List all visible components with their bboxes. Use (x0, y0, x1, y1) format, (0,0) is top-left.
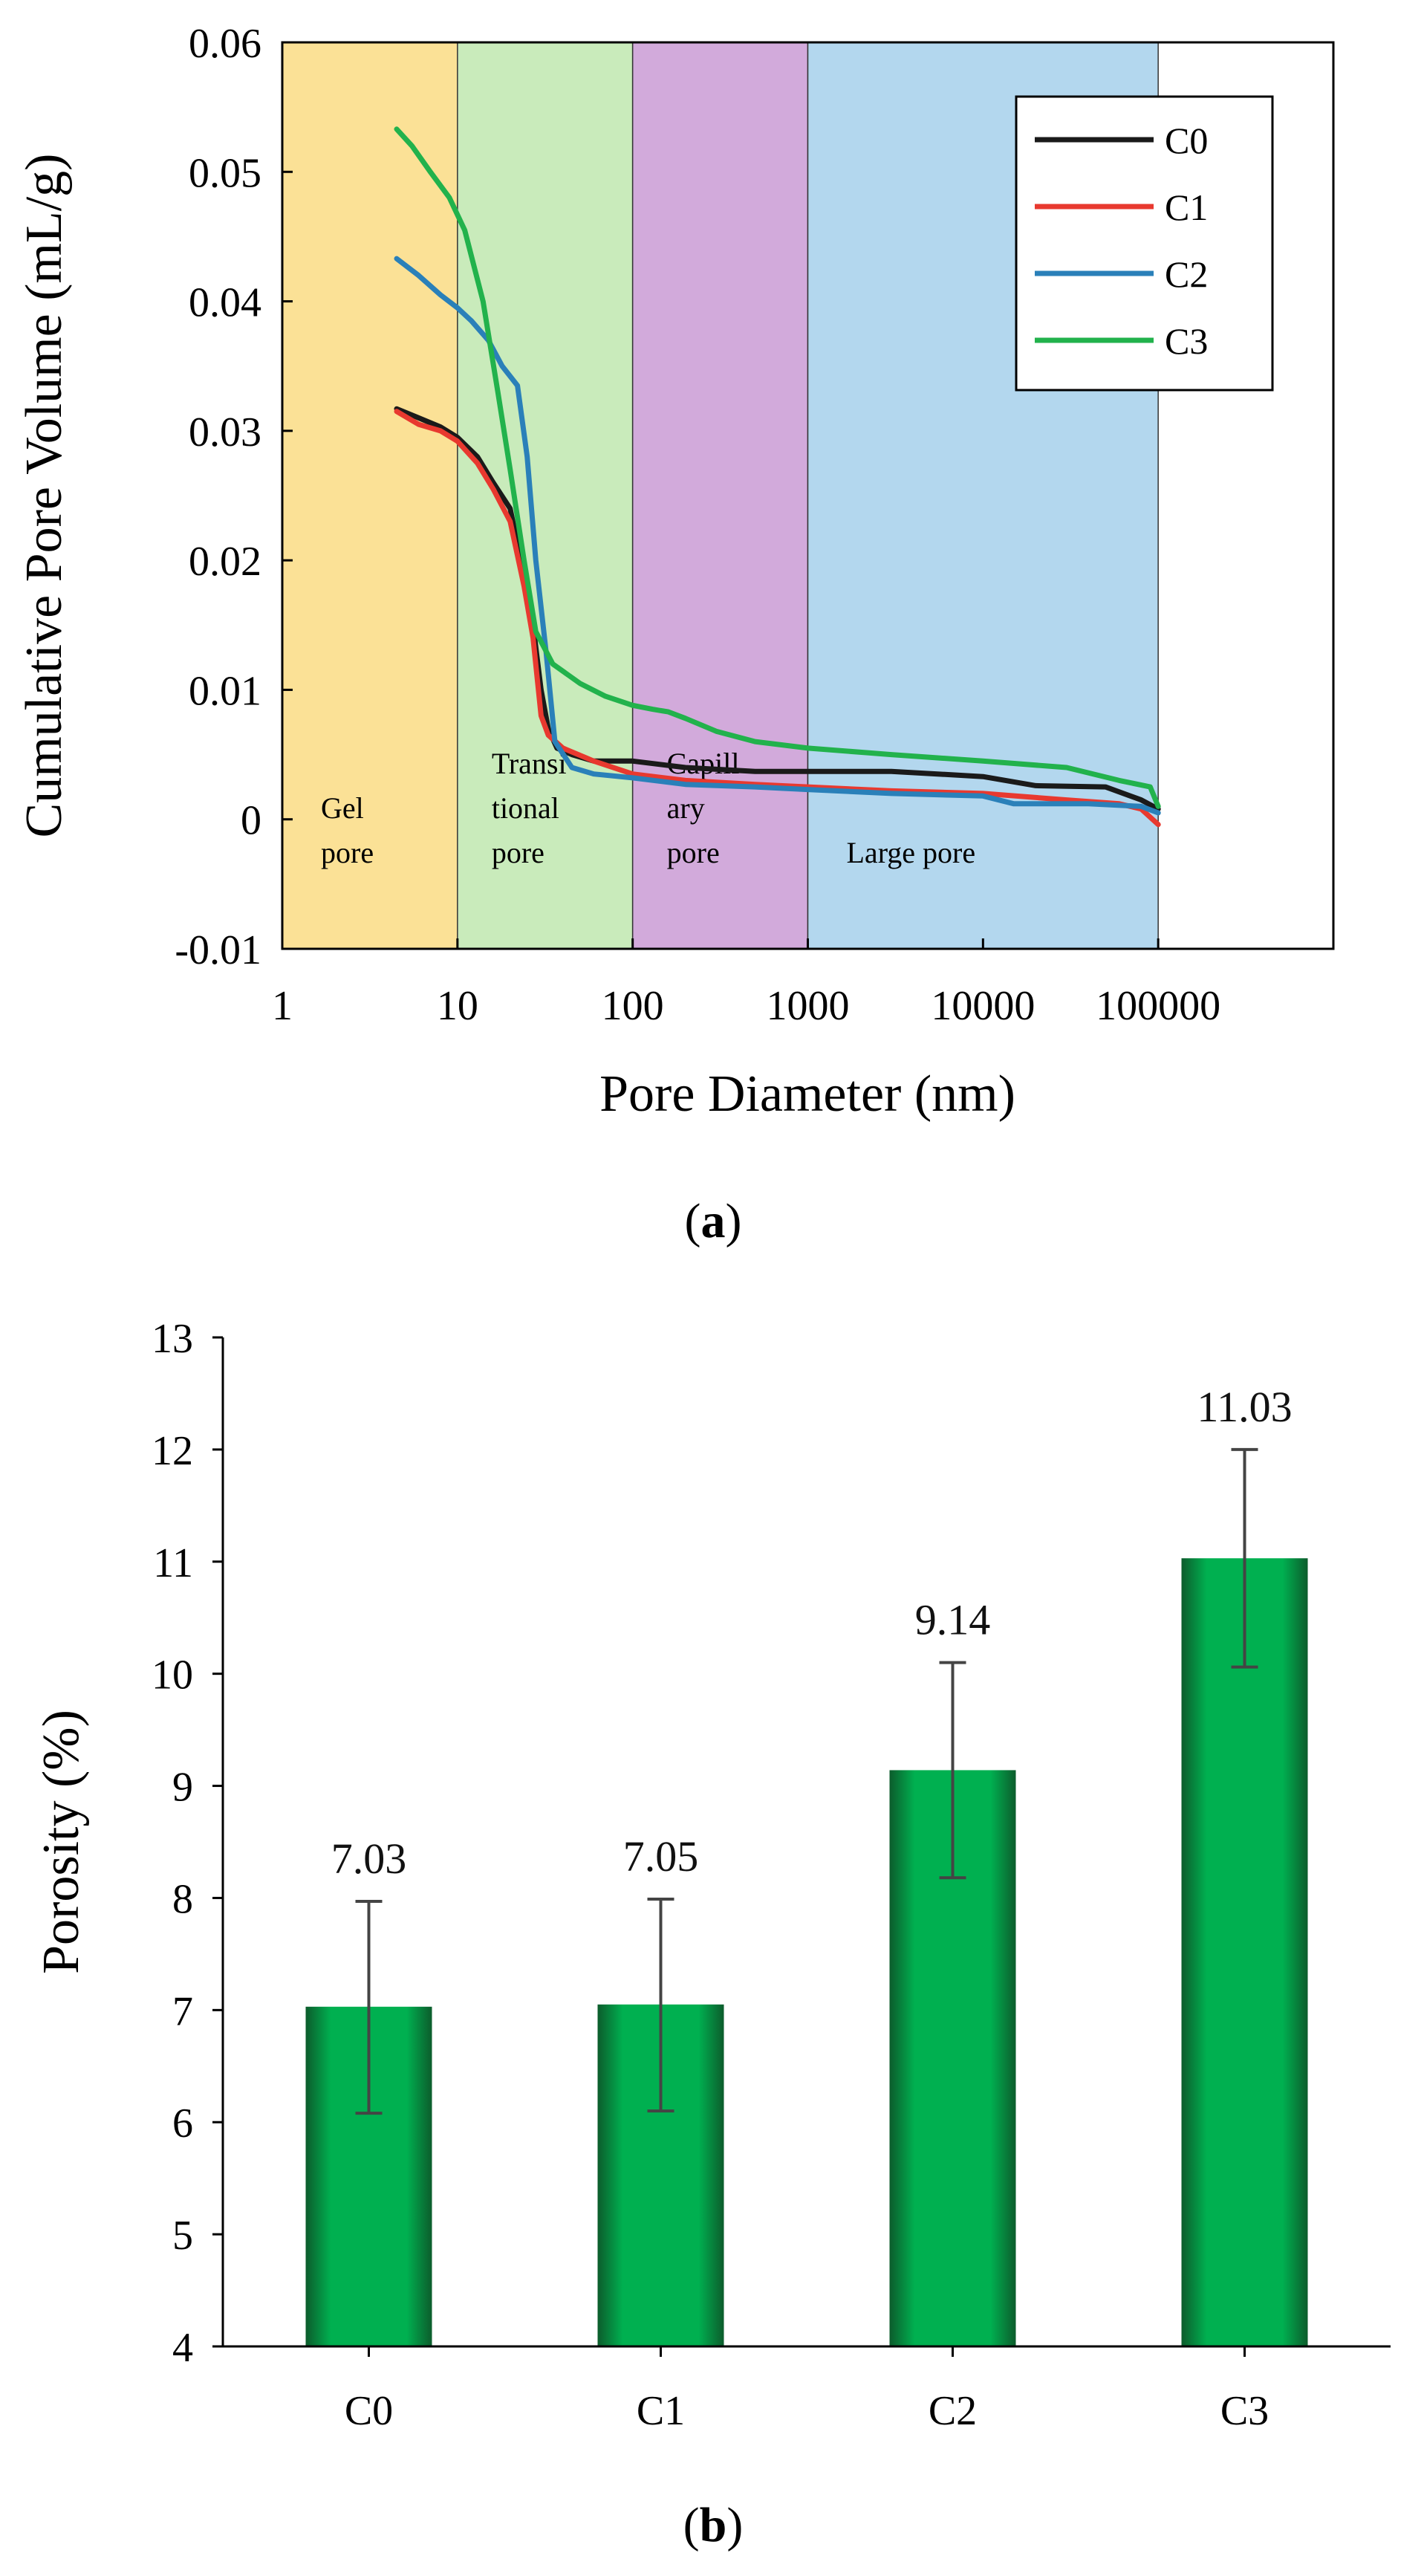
series-line-c2 (394, 256, 1161, 816)
error-bars (355, 1447, 1258, 2115)
x-tick-label: 1000 (767, 983, 850, 1029)
panel-caption-a: (a) (685, 1194, 742, 1248)
y-tick-label: 0.02 (189, 539, 261, 585)
y-axis: -0.01 0 0.01 0.02 0.03 0.04 0.05 0.06 (175, 21, 293, 973)
y-tick-label: 0.04 (189, 280, 261, 326)
y-tick-label: 8 (172, 1876, 193, 1922)
region-label-line: Gel (321, 791, 364, 825)
region-label-line: ary (667, 791, 705, 825)
y-tick-label: 4 (172, 2325, 193, 2371)
y-tick-label: 0 (241, 798, 261, 844)
y-tick-label: 9 (172, 1765, 193, 1811)
legend-label-c3: C3 (1165, 320, 1208, 362)
bar-chart-axes: C0 C1 C2 C3 4 5 6 7 8 9 10 11 12 13 (152, 1316, 1391, 2434)
y-axis-label: Cumulative Pore Volume (mL/g) (16, 154, 73, 838)
region-label-line: pore (492, 836, 544, 869)
value-label-c1: 7.05 (623, 1832, 699, 1881)
x-tick-label: 10000 (931, 983, 1035, 1029)
y-tick-label: 5 (172, 2213, 193, 2259)
legend-label-c2: C2 (1165, 253, 1208, 295)
pore-volume-chart: Gel pore Transi tional pore Capill ary pore Larg… (16, 21, 1335, 1248)
legend: C0 C1 C2 C3 (1015, 95, 1274, 392)
panel-letter-a: a (701, 1194, 726, 1248)
x-tick-label: 1 (272, 983, 293, 1029)
porosity-bar-chart: 7.03 7.05 9.14 11.03 C0 C1 C2 C3 4 5 6 7 8 9 10 11 12 13… (33, 1316, 1391, 2552)
pore-volume-series (394, 126, 1161, 828)
y-tick-label: 0.01 (189, 668, 261, 714)
series-line-c3 (394, 126, 1161, 809)
y-tick-label: 12 (152, 1428, 193, 1474)
bar-c3 (1181, 1558, 1308, 2346)
x-tick-label: C3 (1220, 2388, 1269, 2434)
series-line-c1 (394, 409, 1161, 828)
x-tick-label: C2 (929, 2388, 977, 2434)
y-tick-label: 11 (153, 1540, 193, 1586)
value-label-c3: 11.03 (1197, 1383, 1292, 1431)
y-tick-label: 0.05 (189, 150, 261, 196)
porosity-bars (305, 1558, 1308, 2346)
region-label-line: pore (321, 836, 374, 869)
y-tick-label: 0.06 (189, 21, 261, 67)
value-labels: 7.03 7.05 9.14 11.03 (331, 1383, 1293, 1883)
y-tick-label: 10 (152, 1652, 193, 1699)
region-label-capillary-pore: Capill ary pore (667, 747, 740, 869)
region-label-transitional-pore: Transi tional pore (492, 747, 567, 869)
panel-letter-b: b (700, 2498, 727, 2552)
x-tick-label: 100 (602, 983, 664, 1029)
y-tick-label: -0.01 (175, 927, 261, 973)
region-label-line: pore (667, 836, 720, 869)
region-capillary-pore (631, 42, 809, 950)
y-tick-label: 6 (172, 2100, 193, 2147)
x-tick-label: 100000 (1096, 983, 1220, 1029)
x-tick-label: C1 (637, 2388, 685, 2434)
y-axis-label: Porosity (%) (33, 1710, 90, 1974)
panel-caption-b: (b) (683, 2498, 744, 2552)
x-axis-label: Pore Diameter (nm) (599, 1065, 1015, 1123)
value-label-c2: 9.14 (915, 1596, 991, 1644)
region-label-gel-pore: Gel pore (321, 791, 374, 869)
x-tick-label: 10 (437, 983, 478, 1029)
y-tick-label: 0.03 (189, 409, 261, 455)
region-label-large-pore: Large pore (847, 836, 976, 869)
y-tick-label: 7 (172, 1988, 193, 2034)
value-label-c0: 7.03 (331, 1834, 407, 1883)
region-label-line: Transi (492, 747, 567, 780)
x-axis: 1 10 100 1000 10000 100000 (272, 938, 1220, 1029)
x-tick-label: C0 (345, 2388, 393, 2434)
region-label-line: Capill (667, 747, 740, 780)
region-label-line: tional (492, 791, 559, 825)
y-tick-label: 13 (152, 1316, 193, 1362)
region-label-line: Large pore (847, 836, 976, 869)
legend-label-c1: C1 (1165, 186, 1208, 228)
region-gel-pore (282, 42, 458, 949)
legend-label-c0: C0 (1165, 120, 1208, 161)
